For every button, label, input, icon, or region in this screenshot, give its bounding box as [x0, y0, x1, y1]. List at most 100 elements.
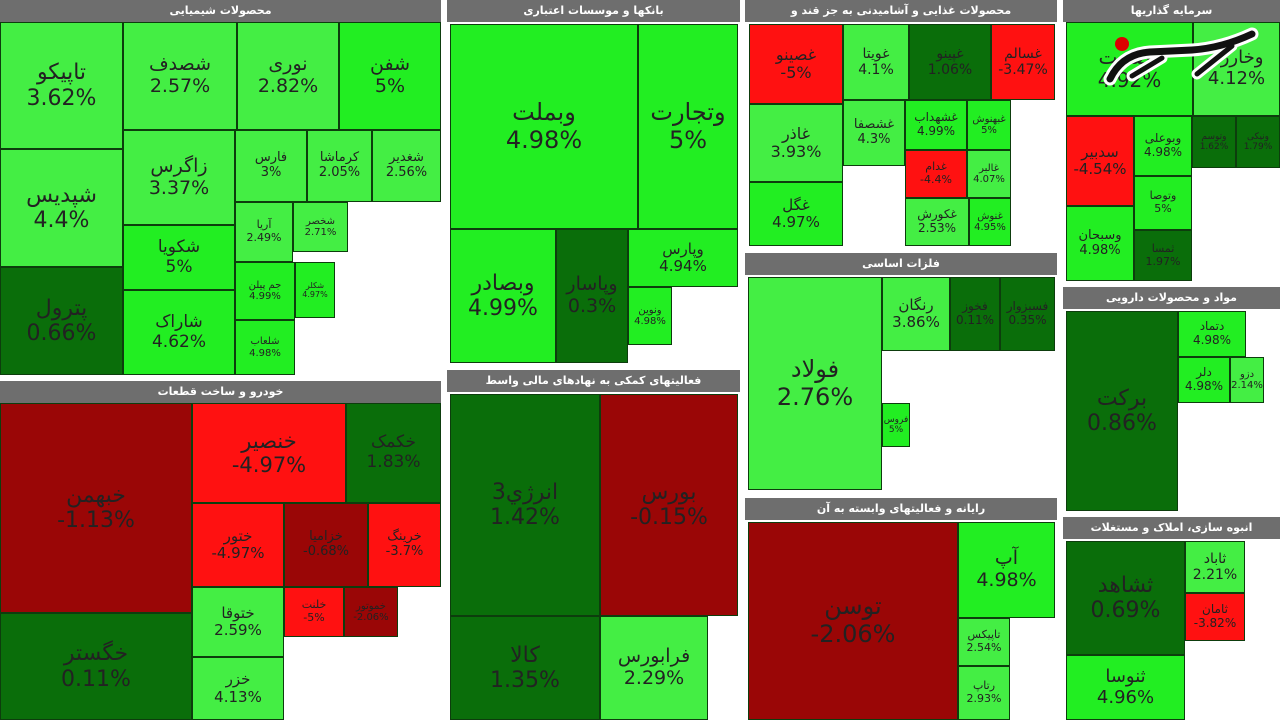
stock-tile[interactable]: توسن -2.06% [748, 522, 958, 720]
sector-title: فعالیتهای کمکی به نهادهای مالی واسط [447, 370, 740, 392]
stock-tile[interactable]: کرماشا 2.05% [307, 130, 372, 202]
stock-tile[interactable]: ونوین 4.98% [628, 287, 672, 345]
stock-change-percent: 1.35% [490, 668, 560, 693]
stock-tile[interactable]: وتجارت 5% [638, 24, 738, 229]
stock-tile[interactable]: خزر 4.13% [192, 657, 284, 720]
stock-tile[interactable]: خلنت -5% [284, 587, 344, 637]
stock-tile[interactable]: خرینگ -3.7% [368, 503, 441, 587]
stock-tile[interactable]: خکمک 1.83% [346, 403, 441, 503]
stock-tile[interactable]: وتوسم 1.62% [1192, 116, 1236, 168]
stock-tile[interactable]: شکویا 5% [123, 225, 235, 290]
stock-tile[interactable]: بورس -0.15% [600, 394, 738, 616]
stock-tile[interactable]: شاراک 4.62% [123, 290, 235, 375]
stock-tile[interactable]: شخصر 2.71% [293, 202, 348, 252]
stock-tile[interactable]: فرابورس 2.29% [600, 616, 708, 720]
stock-tile[interactable]: دلر 4.98% [1178, 357, 1230, 403]
stock-name: ثامان [1202, 602, 1228, 617]
stock-name: ونیکی [1246, 131, 1270, 142]
stock-change-percent: 4.13% [214, 687, 262, 706]
stock-tile[interactable]: شغدیر 2.56% [372, 130, 441, 202]
stock-tile[interactable]: غنوش 4.95% [969, 198, 1011, 246]
stock-tile[interactable]: فولاد 2.76% [748, 277, 882, 490]
stock-tile[interactable]: وسبحان 4.98% [1066, 206, 1134, 281]
stock-tile[interactable]: ثامان -3.82% [1185, 593, 1245, 641]
stock-name: غشصفا [853, 117, 895, 133]
stock-tile[interactable]: ختوقا 2.59% [192, 587, 284, 657]
stock-tile[interactable]: غاذر 3.93% [749, 104, 843, 182]
stock-tile[interactable]: خزامیا -0.68% [284, 503, 368, 587]
stock-tile[interactable]: خگستر 0.11% [0, 613, 192, 720]
stock-tile[interactable]: نوری 2.82% [237, 22, 339, 130]
stock-tile[interactable]: شلعاب 4.98% [235, 320, 295, 375]
stock-name: خگستر [63, 641, 129, 667]
stock-tile[interactable]: دزو 2.14% [1230, 357, 1264, 403]
stock-tile[interactable]: خموتور -2.06% [344, 587, 398, 637]
stock-tile[interactable]: وبملت 4.98% [450, 24, 638, 229]
stock-tile[interactable]: فارس 3% [235, 130, 307, 202]
stock-tile[interactable]: غبهنوش 5% [967, 100, 1011, 150]
stock-tile[interactable]: خنصیر -4.97% [192, 403, 346, 503]
stock-tile[interactable]: وپارس 4.94% [628, 229, 738, 287]
sector-title: انبوه سازی، املاک و مستغلات [1063, 517, 1280, 539]
stock-tile[interactable]: خبهمن -1.13% [0, 403, 192, 613]
stock-tile[interactable]: آریا 2.49% [235, 202, 293, 262]
stock-tile[interactable]: آپ 4.98% [958, 522, 1055, 618]
stock-tile[interactable]: برکت 0.86% [1066, 311, 1178, 511]
stock-name: غویتا [862, 45, 890, 62]
stock-tile[interactable]: زاگرس 3.37% [123, 130, 235, 225]
stock-tile[interactable]: دتماد 4.98% [1178, 311, 1246, 357]
stock-change-percent: 3.86% [892, 313, 940, 331]
stock-tile[interactable]: غپینو 1.06% [909, 24, 991, 100]
stock-name: وتوسم [1201, 131, 1227, 142]
stock-tile[interactable]: غسالم -3.47% [991, 24, 1055, 100]
stock-tile[interactable]: فخوز 0.11% [950, 277, 1000, 351]
stock-tile[interactable]: شپدیس 4.4% [0, 149, 123, 267]
stock-tile[interactable]: غکورش 2.53% [905, 198, 969, 246]
stock-tile[interactable]: وپاسار 0.3% [556, 229, 628, 363]
stock-tile[interactable]: غشهداب 4.99% [905, 100, 967, 150]
stock-tile[interactable]: غشصفا 4.3% [843, 100, 905, 166]
stock-tile[interactable]: وبصادر 4.99% [450, 229, 556, 363]
stock-name: غدام [925, 160, 947, 174]
stock-tile[interactable]: فسبزوار 0.35% [1000, 277, 1055, 351]
stock-tile[interactable]: ثاباد 2.21% [1185, 541, 1245, 593]
stock-tile[interactable]: شصدف 2.57% [123, 22, 237, 130]
stock-tile[interactable]: ثشاهد 0.69% [1066, 541, 1185, 655]
stock-tile[interactable]: غالبر 4.07% [967, 150, 1011, 198]
stock-change-percent: 2.21% [1192, 567, 1238, 583]
stock-tile[interactable]: ثمسا 1.97% [1134, 230, 1192, 281]
stock-tile[interactable]: جم پیلن 4.99% [235, 262, 295, 320]
stock-tile[interactable]: رنگان 3.86% [882, 277, 950, 351]
stock-tile[interactable]: ونیکی 1.79% [1236, 116, 1280, 168]
stock-tile[interactable]: پترول 0.66% [0, 267, 123, 375]
stock-tile[interactable]: غگل 4.97% [749, 182, 843, 246]
stock-tile[interactable]: غویتا 4.1% [843, 24, 909, 100]
stock-tile[interactable]: تاپیکس 2.54% [958, 618, 1010, 666]
stock-tile[interactable]: فروس 5% [882, 403, 910, 447]
stock-tile[interactable]: ثنوسا 4.96% [1066, 655, 1185, 720]
stock-name: فسبزوار [1006, 299, 1049, 314]
stock-tile[interactable]: انرژي3 1.42% [450, 394, 600, 616]
stock-tile[interactable]: سدبیر -4.54% [1066, 116, 1134, 206]
stock-tile[interactable]: شفن 5% [339, 22, 441, 130]
stock-name: تاپیکس [967, 628, 1001, 642]
stock-tile[interactable]: غدام -4.4% [905, 150, 967, 198]
stock-tile[interactable]: شکلر 4.97% [295, 262, 335, 318]
sector-panel-computer: رایانه و فعالیتهای وابسته به آن توسن -2.0… [745, 498, 1057, 720]
stock-tile[interactable]: رتاپ 2.93% [958, 666, 1010, 720]
stock-tile[interactable]: وخارزم 4.12% [1193, 22, 1280, 116]
stock-change-percent: 4.62% [151, 331, 206, 352]
stock-name: ثاباد [1203, 550, 1227, 567]
stock-change-percent: 2.54% [966, 641, 1002, 654]
stock-tile[interactable]: غصینو -5% [749, 24, 843, 104]
stock-tile[interactable]: تاپیکو 3.62% [0, 22, 123, 149]
stock-name: آریا [256, 218, 272, 232]
stock-change-percent: 3% [260, 165, 282, 180]
stock-change-percent: 4.94% [659, 257, 707, 275]
stock-tile[interactable]: ختور -4.97% [192, 503, 284, 587]
stock-change-percent: 0.69% [1090, 598, 1161, 623]
stock-tile[interactable]: وبوعلی 4.98% [1134, 116, 1192, 176]
stock-tile[interactable]: کالا 1.35% [450, 616, 600, 720]
stock-name: خلنت [301, 598, 327, 612]
stock-tile[interactable]: وتوصا 5% [1134, 176, 1192, 230]
